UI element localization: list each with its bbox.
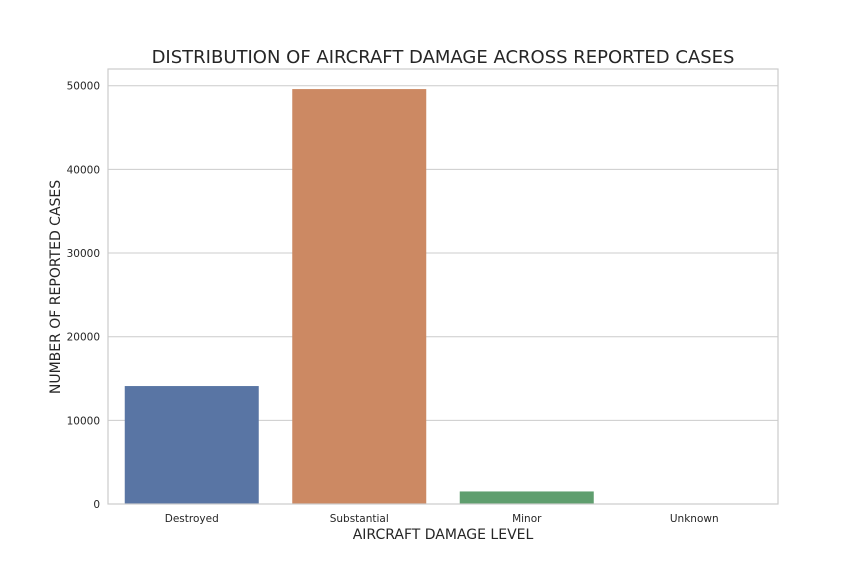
y-tick-label: 10000 [67, 415, 100, 427]
x-tick-label-minor: Minor [512, 513, 542, 525]
x-tick-label-destroyed: Destroyed [165, 513, 219, 525]
y-tick-label: 0 [93, 499, 100, 511]
x-tick-labels: Destroyed Substantial Minor Unknown [165, 513, 719, 525]
chart-title: DISTRIBUTION OF AIRCRAFT DAMAGE ACROSS R… [152, 47, 735, 68]
x-axis-label: AIRCRAFT DAMAGE LEVEL [353, 527, 534, 543]
y-tick-label: 30000 [67, 248, 100, 260]
bars-group [124, 89, 762, 505]
plot-frame [107, 68, 779, 505]
y-axis-label: NUMBER OF REPORTED CASES [48, 180, 64, 394]
y-tick-label: 50000 [67, 81, 100, 93]
x-tick-label-unknown: Unknown [670, 513, 719, 525]
bar-destroyed [124, 386, 259, 504]
y-tick-label: 40000 [67, 164, 100, 176]
bar-substantial [292, 89, 427, 505]
y-tick-label: 20000 [67, 332, 100, 344]
y-tick-labels: 0 10000 20000 30000 40000 50000 [67, 81, 100, 511]
bar-minor [459, 491, 594, 504]
x-tick-label-substantial: Substantial [330, 513, 389, 525]
